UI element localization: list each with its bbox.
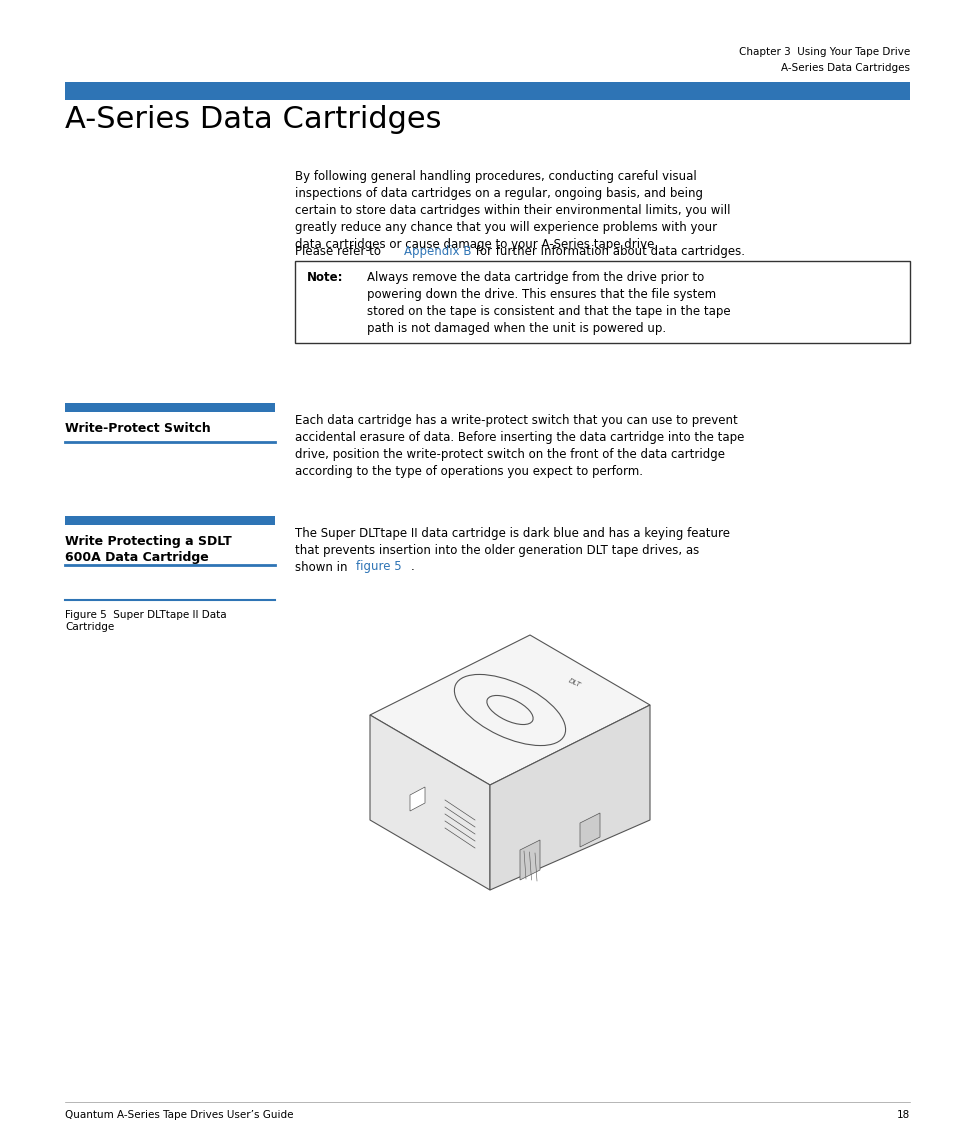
Polygon shape [370, 635, 649, 785]
Text: Write-Protect Switch: Write-Protect Switch [65, 423, 211, 435]
Text: Write Protecting a SDLT
600A Data Cartridge: Write Protecting a SDLT 600A Data Cartri… [65, 535, 232, 564]
FancyBboxPatch shape [294, 261, 909, 344]
Polygon shape [370, 714, 490, 890]
Text: Note:: Note: [307, 271, 343, 284]
Text: The Super DLTtape II data cartridge is dark blue and has a keying feature
that p: The Super DLTtape II data cartridge is d… [294, 527, 729, 574]
Bar [65, 516, 274, 526]
Text: DLT: DLT [567, 678, 581, 688]
Text: Always remove the data cartridge from the drive prior to
powering down the drive: Always remove the data cartridge from th… [367, 271, 730, 335]
Bar [65, 403, 274, 412]
Bar [65, 82, 909, 100]
Polygon shape [519, 840, 539, 881]
Text: Quantum A-Series Tape Drives User’s Guide: Quantum A-Series Tape Drives User’s Guid… [65, 1110, 294, 1120]
Text: 18: 18 [896, 1110, 909, 1120]
Polygon shape [579, 813, 599, 847]
Text: Appendix B: Appendix B [403, 245, 471, 258]
Text: Each data cartridge has a write-protect switch that you can use to prevent
accid: Each data cartridge has a write-protect … [294, 414, 743, 477]
Text: A-Series Data Cartridges: A-Series Data Cartridges [781, 63, 909, 73]
Polygon shape [490, 705, 649, 890]
Text: A-Series Data Cartridges: A-Series Data Cartridges [65, 105, 441, 134]
Text: By following general handling procedures, conducting careful visual
inspections : By following general handling procedures… [294, 169, 730, 251]
Text: .: . [410, 560, 414, 572]
Text: Figure 5  Super DLTtape II Data
Cartridge: Figure 5 Super DLTtape II Data Cartridge [65, 610, 227, 632]
Text: figure 5: figure 5 [355, 560, 401, 572]
Text: Please refer to: Please refer to [294, 245, 384, 258]
Text: Chapter 3  Using Your Tape Drive: Chapter 3 Using Your Tape Drive [738, 47, 909, 57]
Polygon shape [410, 787, 424, 811]
Text: for further information about data cartridges.: for further information about data cartr… [472, 245, 744, 258]
